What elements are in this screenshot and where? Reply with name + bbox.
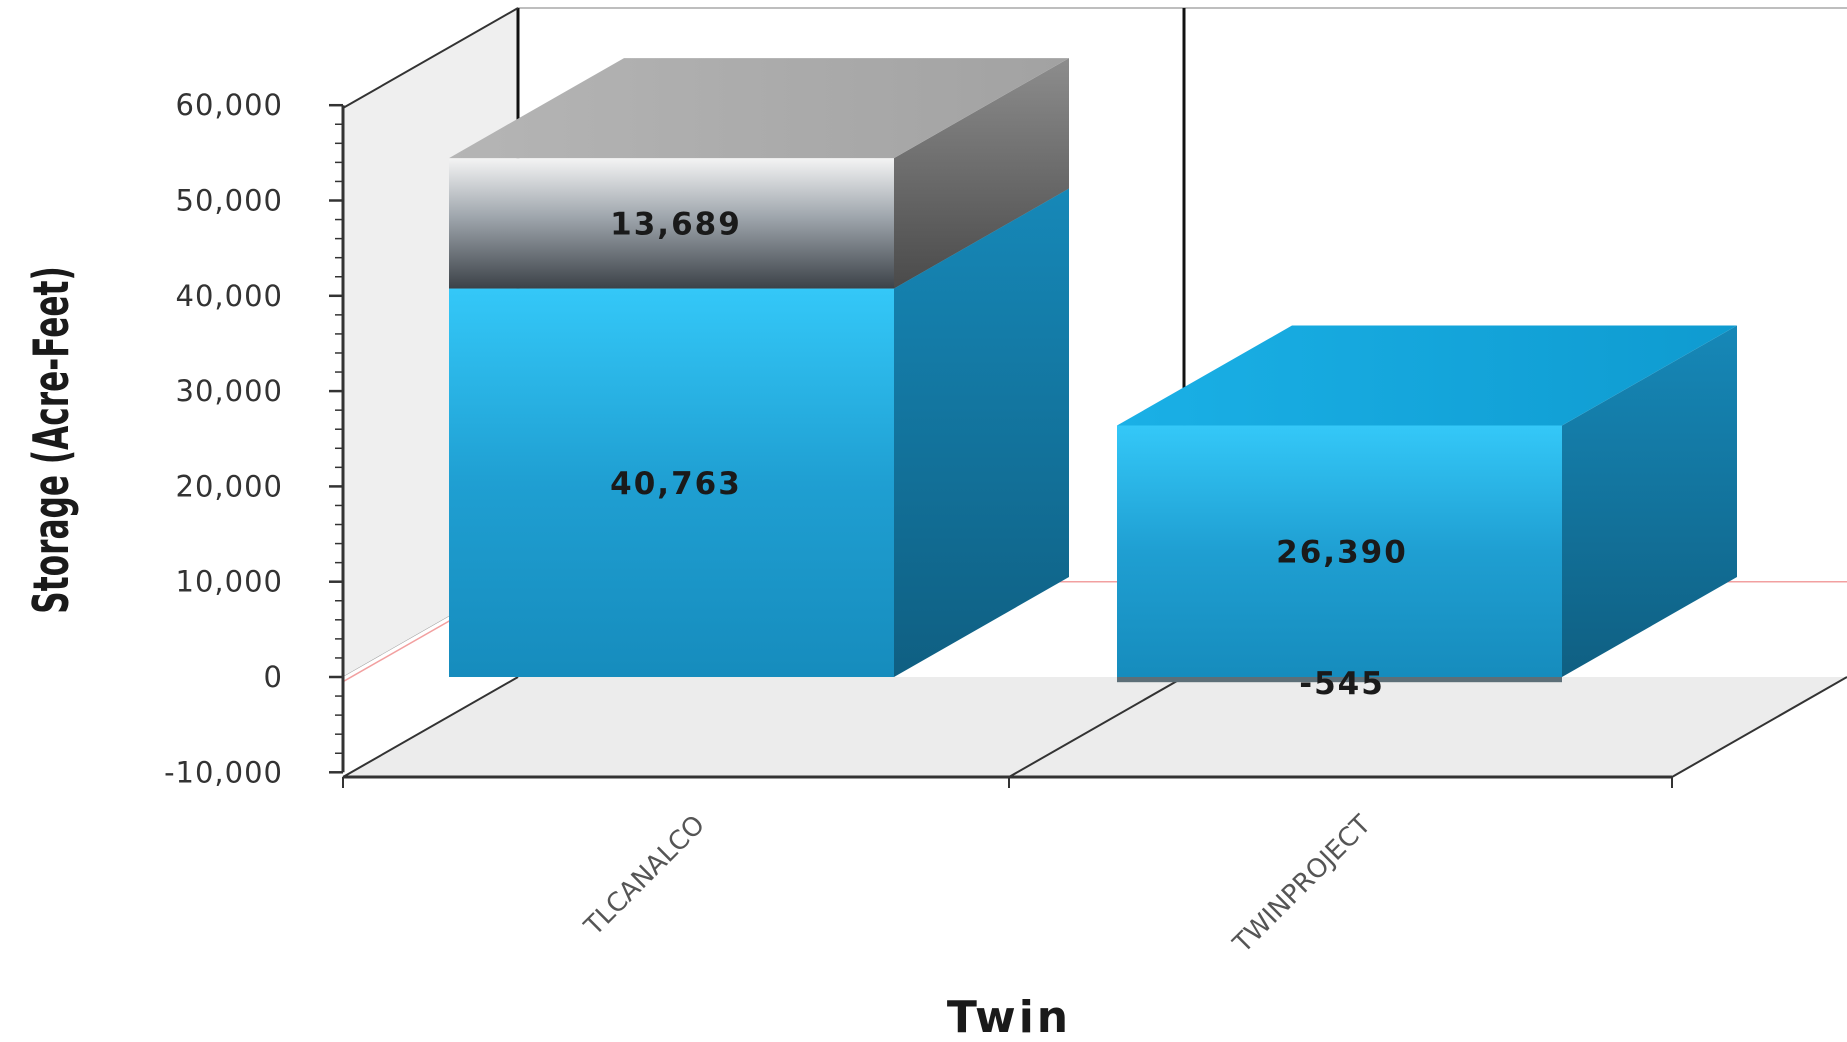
bar-negative-twinproject: [1117, 677, 1562, 683]
side-top-edge: [342, 7, 519, 109]
y-tick-label: 10,000: [176, 565, 283, 599]
category-label-tlcanalco: TLCANALCO: [578, 810, 711, 943]
y-tick-label: 40,000: [176, 279, 283, 313]
bar-tlcanalco-0: [449, 288, 894, 677]
data-label-tlcanalco-1: 13,689: [610, 206, 742, 242]
category-label-twinproject: TWINPROJECT: [1227, 810, 1377, 960]
y-tick-label: -10,000: [164, 755, 283, 789]
y-tick-label: 60,000: [176, 88, 283, 122]
x-axis-title: Twin: [947, 992, 1071, 1042]
data-label-tlcanalco-0: 40,763: [610, 466, 742, 502]
y-tick-label: 0: [264, 660, 283, 694]
bar-tlcanalco-1: [449, 158, 894, 289]
y-tick-label: 50,000: [176, 184, 283, 218]
bar-top-twinproject-0: [1117, 325, 1737, 426]
data-label-twinproject-0: 26,390: [1276, 534, 1408, 570]
bars: 40,763 13,689 26,390 -545: [449, 58, 1737, 702]
floor-mid-edge: [1008, 676, 1185, 778]
y-axis: -10,000 0 10,000 20,000 30,000 40,000 50,000 60…: [164, 88, 345, 789]
y-axis-title: Storage (Acre-Feet): [23, 266, 80, 613]
bar-side-twinproject-0: [1562, 325, 1737, 677]
data-label-twinproject-1: -545: [1299, 666, 1385, 702]
x-axis-labels: TLCANALCO TWINPROJECT: [578, 810, 1377, 960]
y-tick-label: 20,000: [176, 469, 283, 503]
bar-top-tlcanalco-1: [449, 58, 1069, 159]
bar-twinproject-0: [1117, 425, 1562, 677]
floor-left-edge: [342, 676, 519, 778]
y-tick-label: 30,000: [176, 374, 283, 408]
bar-side-tlcanalco-1: [894, 58, 1069, 289]
floor-right-edge: [1671, 676, 1847, 778]
bar-side-tlcanalco-0: [894, 188, 1069, 677]
